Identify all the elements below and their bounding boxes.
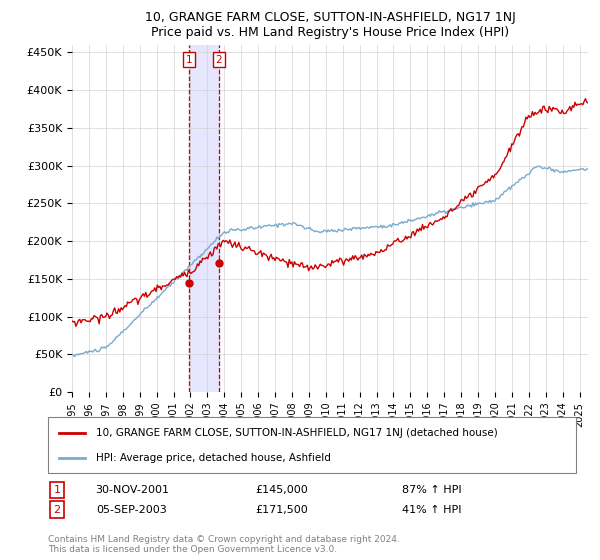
Text: 05-SEP-2003: 05-SEP-2003 — [97, 505, 167, 515]
FancyBboxPatch shape — [48, 417, 576, 473]
Text: 2: 2 — [53, 505, 61, 515]
Text: HPI: Average price, detached house, Ashfield: HPI: Average price, detached house, Ashf… — [95, 452, 331, 463]
Text: 10, GRANGE FARM CLOSE, SUTTON-IN-ASHFIELD, NG17 1NJ (detached house): 10, GRANGE FARM CLOSE, SUTTON-IN-ASHFIEL… — [95, 428, 497, 438]
Text: Contains HM Land Registry data © Crown copyright and database right 2024.
This d: Contains HM Land Registry data © Crown c… — [48, 535, 400, 554]
Text: 87% ↑ HPI: 87% ↑ HPI — [402, 485, 462, 495]
Title: 10, GRANGE FARM CLOSE, SUTTON-IN-ASHFIELD, NG17 1NJ
Price paid vs. HM Land Regis: 10, GRANGE FARM CLOSE, SUTTON-IN-ASHFIEL… — [145, 11, 515, 39]
Text: 1: 1 — [186, 55, 193, 65]
Text: 41% ↑ HPI: 41% ↑ HPI — [402, 505, 462, 515]
Text: £145,000: £145,000 — [256, 485, 308, 495]
Bar — [189, 45, 218, 392]
Text: 2: 2 — [215, 55, 222, 65]
Text: 1: 1 — [53, 485, 61, 495]
Text: 30-NOV-2001: 30-NOV-2001 — [95, 485, 169, 495]
Text: £171,500: £171,500 — [256, 505, 308, 515]
